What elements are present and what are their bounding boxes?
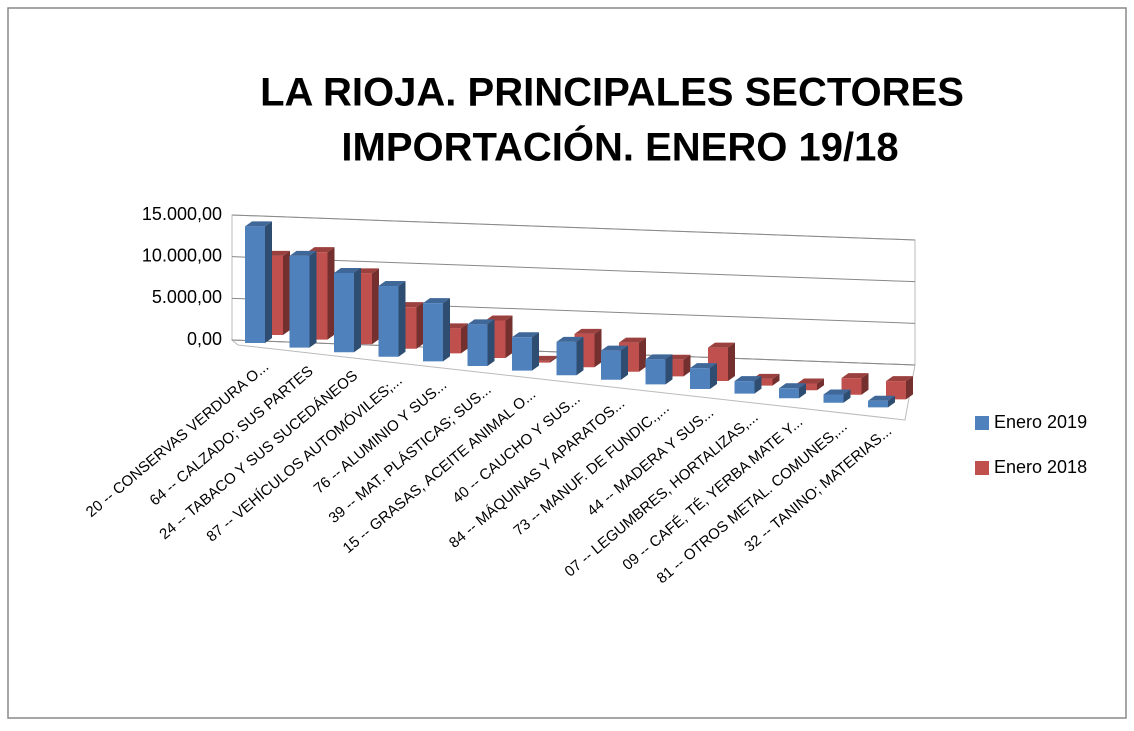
bar (556, 336, 584, 376)
bar-face (416, 302, 424, 349)
chart-title: LA RIOJA. PRINCIPALES SECTORES (260, 71, 964, 115)
grid-line (231, 256, 916, 283)
bar (690, 363, 717, 389)
bar (467, 319, 495, 366)
bar-face (487, 319, 495, 366)
bar-face (372, 268, 379, 345)
y-tick-label: 15.000,00 (142, 204, 222, 224)
bar-face (886, 376, 913, 382)
bar (645, 354, 673, 385)
bar (245, 221, 272, 343)
bar-face (710, 363, 717, 389)
y-tick-label: 0,00 (187, 329, 222, 349)
bar-face (690, 368, 710, 389)
bar-face (505, 315, 513, 358)
bar-face (734, 381, 755, 394)
bar-face (309, 250, 317, 348)
bar-face (556, 336, 584, 342)
legend-swatch (975, 461, 989, 475)
bar-face (665, 354, 673, 385)
bar-face (467, 319, 495, 325)
bar (512, 332, 539, 371)
bar-face (886, 381, 906, 400)
bar-face (619, 337, 646, 343)
bar-face (823, 389, 851, 395)
bar-face (556, 341, 577, 376)
bar-face (817, 378, 824, 391)
bar-face (574, 328, 602, 334)
bar-face (841, 373, 869, 379)
bar-face (734, 376, 762, 382)
bar-face (265, 221, 272, 343)
bar-face (708, 342, 735, 348)
bar-face (645, 354, 673, 360)
bar-face (245, 226, 265, 343)
bar-face (868, 400, 888, 408)
bar-face (334, 273, 354, 353)
bar (334, 268, 361, 353)
bar-face (861, 373, 869, 395)
bar-face (906, 376, 913, 400)
bar-face (728, 342, 735, 381)
bar-face (639, 337, 646, 372)
bar-face (645, 359, 666, 385)
bar (289, 250, 317, 348)
bar-face (601, 345, 628, 351)
bar-face (327, 247, 335, 340)
bar (823, 389, 851, 403)
bar-face (443, 298, 450, 362)
bar-face (772, 373, 780, 386)
bar-face (797, 378, 824, 384)
bar-face (779, 388, 799, 399)
bar-face (868, 395, 895, 401)
bar-face (245, 221, 272, 227)
legend-swatch (975, 416, 989, 430)
bar-face (683, 354, 691, 377)
bar-face (888, 395, 895, 408)
bar (886, 376, 913, 400)
bar-face (423, 298, 450, 304)
bar-face (601, 350, 621, 380)
bar-face (289, 255, 310, 348)
bar (601, 345, 628, 380)
bar-face (283, 250, 290, 335)
bar-face (823, 394, 844, 403)
bar-face (576, 336, 584, 376)
bar-face (594, 328, 602, 368)
bar-face (690, 363, 717, 369)
bar-face (485, 315, 513, 321)
bar-face (512, 332, 539, 338)
legend-label: Enero 2019 (994, 412, 1087, 432)
bar-face (378, 285, 399, 357)
grid-line (231, 214, 916, 241)
bar-face (532, 332, 539, 371)
bar-face (779, 383, 806, 389)
bar-face (512, 337, 532, 371)
bar-face (354, 268, 361, 353)
bar-face (621, 345, 628, 380)
bar-face (289, 250, 317, 256)
bar-face (754, 376, 762, 394)
chart-title: IMPORTACIÓN. ENERO 19/18 (341, 124, 898, 170)
bar-face (550, 355, 557, 363)
bar-face (843, 389, 851, 403)
bar-face (334, 268, 361, 274)
y-tick-label: 5.000,00 (152, 287, 222, 307)
bar-face (378, 280, 406, 286)
bar (868, 395, 895, 408)
bar (378, 280, 406, 357)
legend-label: Enero 2018 (994, 457, 1087, 477)
y-tick-label: 10.000,00 (142, 245, 222, 265)
bar-face (423, 303, 443, 362)
bar-face (398, 280, 406, 357)
bar (734, 376, 762, 394)
bar (779, 383, 806, 399)
bar-face (307, 247, 335, 253)
bar-face (461, 323, 468, 354)
bar-face (467, 324, 488, 366)
bar (423, 298, 450, 362)
